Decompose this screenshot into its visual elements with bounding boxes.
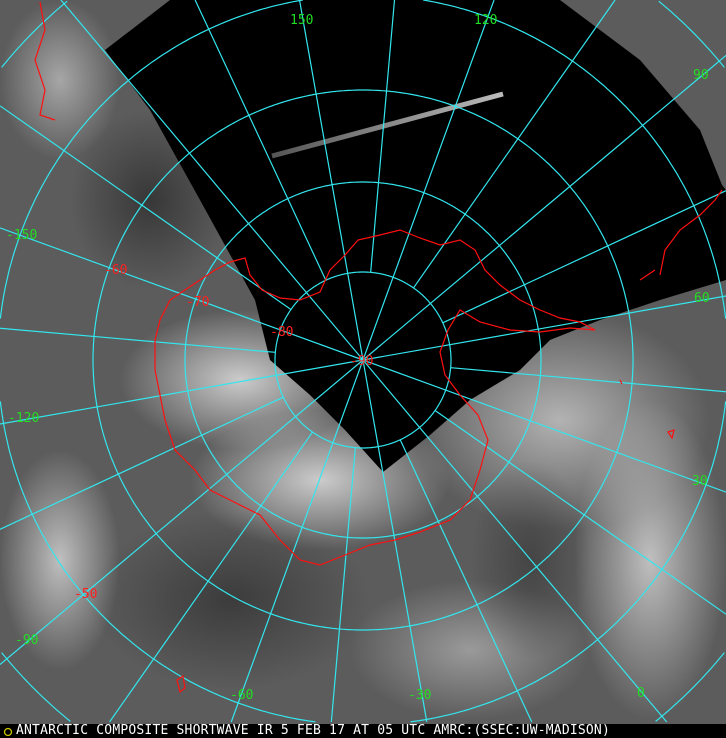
longitude-label: 0 (637, 686, 645, 701)
meridian-line (412, 0, 616, 289)
meridian-line (362, 54, 726, 361)
latitude-label: -80 (270, 325, 293, 340)
meridian-line (230, 359, 364, 723)
latitude-circle (655, 652, 725, 722)
meridian-line (442, 190, 726, 324)
meridian-line (362, 359, 668, 723)
latitude-circle (1, 652, 71, 722)
longitude-label: 120 (474, 13, 497, 28)
meridian-line (0, 327, 276, 353)
meridian-line (450, 367, 726, 393)
meridian-line (362, 359, 428, 723)
longitude-label: -30 (408, 688, 431, 703)
longitude-label: -120 (8, 411, 39, 426)
latitude-circle (0, 0, 303, 319)
latitude-label: -90 (350, 354, 373, 369)
longitude-label: 150 (290, 13, 313, 28)
meridian-line (60, 0, 364, 361)
latitude-circle (410, 401, 726, 723)
graticule-labels: 150 120 90 60 30 0 -30 -60 -90 -120 -150 -50 -60 -70 -… (6, 13, 710, 703)
meridian-line (330, 447, 356, 723)
south-america-coastline (34, 1, 56, 121)
peninsula-coastline (639, 189, 723, 281)
longitude-label: -90 (15, 633, 38, 648)
meridian-line (362, 295, 726, 361)
image-caption: ANTARCTIC COMPOSITE SHORTWAVE IR 5 FEB 1… (0, 724, 726, 738)
latitude-label: -70 (186, 295, 209, 310)
latitude-label: -60 (104, 263, 127, 278)
longitude-label: -60 (230, 688, 253, 703)
latitude-circle (0, 401, 316, 723)
antarctica-coastline (154, 229, 596, 566)
meridian-line (370, 0, 396, 273)
island-coastline (176, 379, 675, 694)
meridian-line (399, 439, 533, 723)
meridian-line (0, 359, 364, 666)
meridian-line (298, 0, 364, 361)
satellite-streak (271, 91, 504, 159)
meridian-line (194, 0, 327, 281)
meridian-line (434, 409, 726, 615)
latitude-circle (1, 0, 68, 68)
coastline (34, 1, 723, 694)
longitude-label: 30 (692, 474, 708, 489)
latitude-circle (658, 0, 725, 68)
meridian-line (109, 431, 314, 723)
longitude-label: 90 (693, 68, 709, 83)
latitude-circle (274, 271, 452, 449)
meridian-line (0, 359, 364, 425)
meridian-line (0, 227, 364, 361)
graticule (0, 0, 726, 723)
meridian-line (362, 359, 726, 493)
longitude-label: 60 (694, 291, 710, 306)
meridian-line (362, 0, 495, 361)
latitude-label: -50 (74, 587, 97, 602)
meridian-line (0, 396, 284, 530)
latitude-circle (92, 89, 634, 631)
latitude-circle (184, 181, 542, 539)
logo-mark-icon (3, 727, 13, 737)
meridian-line (0, 105, 292, 311)
longitude-label: -150 (6, 228, 37, 243)
latitude-circle (423, 0, 726, 319)
